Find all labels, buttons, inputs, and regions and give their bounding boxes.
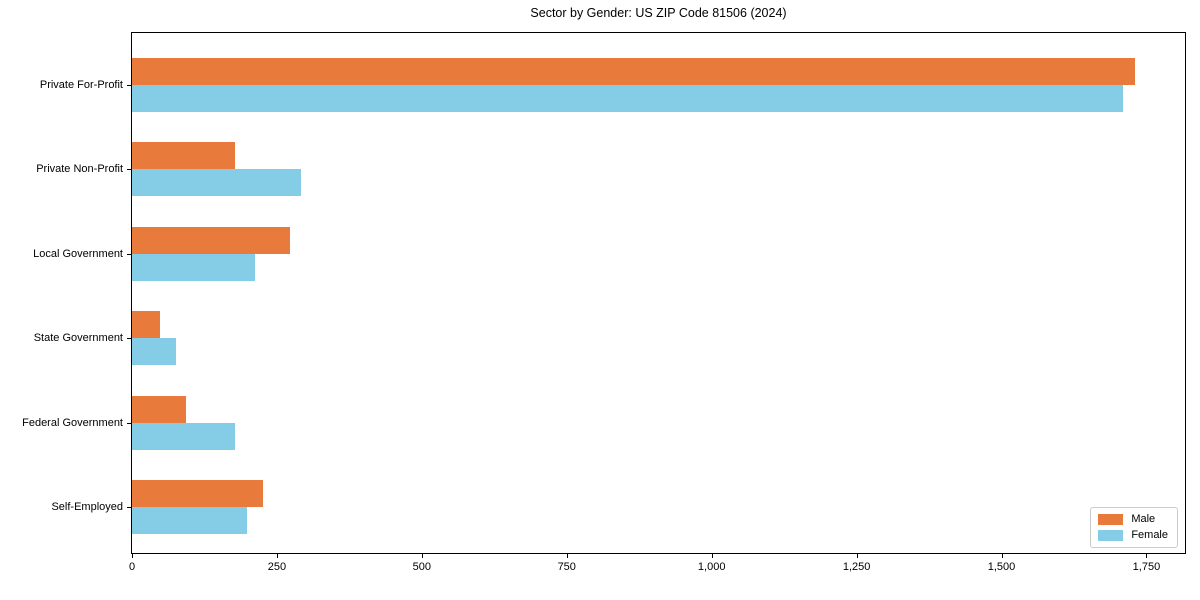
plot-area: Male Female bbox=[131, 32, 1186, 554]
x-tick-mark bbox=[566, 554, 568, 558]
chart-title: Sector by Gender: US ZIP Code 81506 (202… bbox=[530, 6, 787, 20]
x-tick-mark bbox=[711, 554, 713, 558]
x-tick-mark bbox=[276, 554, 278, 558]
bar-female-local-government bbox=[132, 254, 255, 281]
y-tick-mark bbox=[127, 169, 131, 170]
y-tick-label-self-employed: Self-Employed bbox=[51, 501, 123, 513]
bar-female-private-for-profit bbox=[132, 85, 1124, 112]
x-tick-label-500: 500 bbox=[412, 561, 431, 573]
y-tick-label-private-for-profit: Private For-Profit bbox=[39, 79, 123, 91]
legend-label-male: Male bbox=[1131, 513, 1156, 525]
bar-female-self-employed bbox=[132, 507, 247, 534]
bar-male-self-employed bbox=[132, 480, 263, 507]
bar-male-federal-government bbox=[132, 396, 186, 423]
x-tick-label-0: 0 bbox=[128, 561, 136, 573]
x-tick-label-1000: 1,000 bbox=[697, 561, 726, 573]
y-tick-mark bbox=[127, 254, 131, 255]
y-tick-label-federal-government: Federal Government bbox=[22, 417, 123, 429]
female-series-swatch bbox=[1098, 530, 1124, 541]
x-tick-label-1750: 1,750 bbox=[1132, 561, 1161, 573]
legend-label-female: Female bbox=[1131, 529, 1168, 541]
bar-male-local-government bbox=[132, 227, 290, 254]
bar-female-private-non-profit bbox=[132, 169, 301, 196]
x-tick-mark bbox=[856, 554, 858, 558]
y-tick-mark bbox=[127, 507, 131, 508]
x-tick-mark bbox=[132, 554, 133, 558]
y-tick-label-private-non-profit: Private Non-Profit bbox=[36, 163, 123, 175]
chart-legend: Male Female bbox=[1090, 507, 1178, 548]
y-tick-mark bbox=[127, 423, 131, 424]
legend-item-male: Male bbox=[1098, 514, 1168, 525]
bar-male-private-non-profit bbox=[132, 142, 236, 169]
bar-female-federal-government bbox=[132, 423, 235, 450]
y-tick-mark bbox=[127, 338, 131, 339]
male-series-swatch bbox=[1098, 514, 1124, 525]
x-tick-label-1500: 1,500 bbox=[987, 561, 1016, 573]
bar-male-state-government bbox=[132, 311, 160, 338]
y-tick-label-local-government: Local Government bbox=[33, 248, 123, 260]
bar-male-private-for-profit bbox=[132, 58, 1135, 85]
y-tick-mark bbox=[127, 85, 131, 86]
x-tick-label-750: 750 bbox=[557, 561, 576, 573]
y-tick-label-state-government: State Government bbox=[33, 332, 123, 344]
legend-item-female: Female bbox=[1098, 530, 1168, 541]
x-tick-label-1250: 1,250 bbox=[842, 561, 871, 573]
bar-female-state-government bbox=[132, 338, 177, 365]
x-tick-mark bbox=[421, 554, 423, 558]
x-tick-mark bbox=[1001, 554, 1003, 558]
x-tick-label-250: 250 bbox=[267, 561, 287, 573]
x-tick-mark bbox=[1146, 554, 1148, 558]
